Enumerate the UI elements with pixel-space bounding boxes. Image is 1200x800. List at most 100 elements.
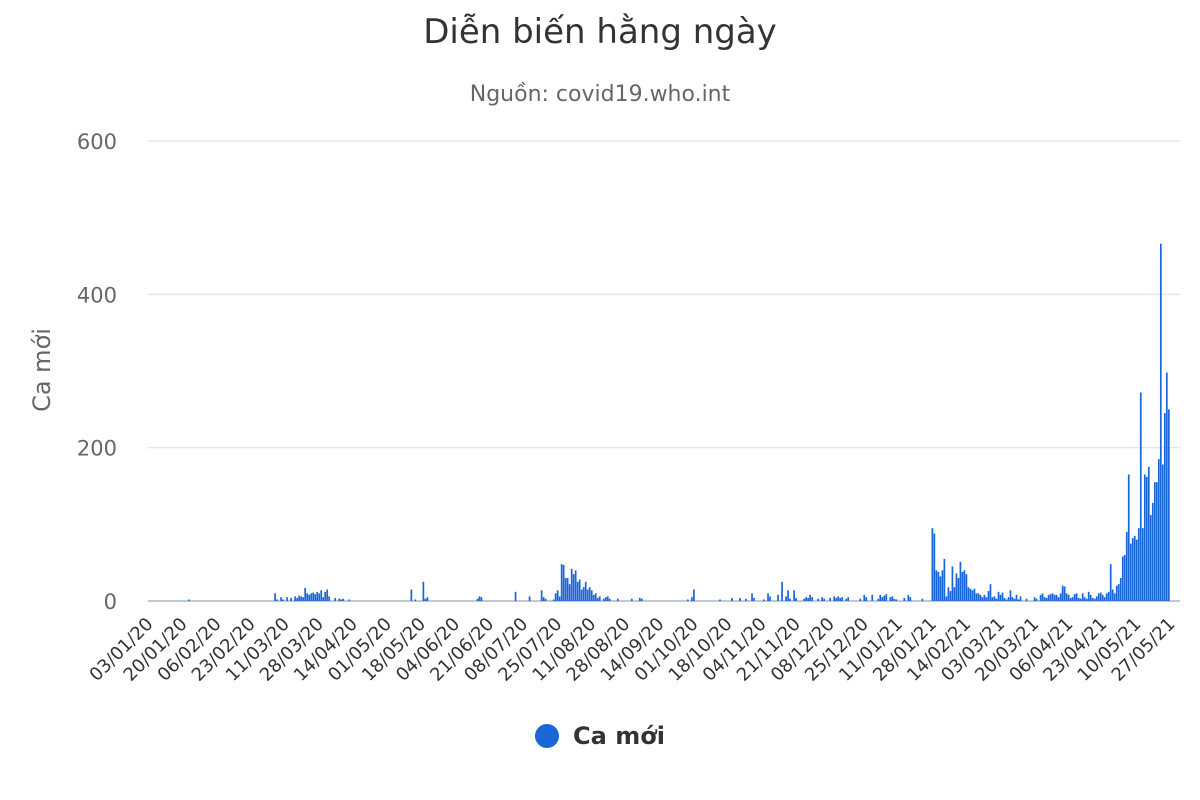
bar[interactable] (542, 597, 545, 601)
bar[interactable] (276, 599, 278, 601)
bar[interactable] (596, 597, 599, 601)
bar[interactable] (777, 594, 779, 601)
bar[interactable] (969, 588, 972, 601)
bar[interactable] (1019, 596, 1022, 601)
bar[interactable] (999, 594, 1002, 601)
bar[interactable] (949, 591, 952, 601)
bar[interactable] (805, 597, 807, 601)
bar[interactable] (1051, 593, 1054, 601)
bar[interactable] (308, 594, 311, 601)
bar[interactable] (1079, 598, 1082, 601)
bar[interactable] (1081, 593, 1084, 601)
bar[interactable] (1091, 597, 1094, 601)
bar[interactable] (1001, 592, 1004, 601)
bar[interactable] (574, 570, 577, 601)
bar[interactable] (991, 597, 994, 601)
bar[interactable] (306, 593, 309, 601)
bar[interactable] (931, 528, 934, 601)
bar[interactable] (1039, 594, 1042, 601)
bar[interactable] (979, 594, 982, 601)
bar[interactable] (598, 596, 601, 601)
bar[interactable] (1053, 594, 1056, 601)
bar[interactable] (975, 593, 978, 601)
bar[interactable] (1097, 593, 1100, 601)
bar[interactable] (803, 598, 805, 601)
bar[interactable] (1153, 482, 1156, 601)
bar[interactable] (1049, 594, 1052, 601)
bar[interactable] (909, 597, 912, 601)
bar[interactable] (560, 564, 563, 601)
bar[interactable] (1007, 597, 1010, 601)
bar[interactable] (342, 598, 345, 601)
bar[interactable] (977, 593, 980, 601)
bar[interactable] (1061, 585, 1064, 601)
bar[interactable] (300, 596, 302, 601)
bar[interactable] (1065, 593, 1068, 601)
bar[interactable] (1089, 594, 1092, 601)
bar[interactable] (286, 597, 288, 601)
bar[interactable] (763, 599, 765, 601)
bar[interactable] (995, 598, 998, 601)
bar[interactable] (983, 594, 986, 601)
bar[interactable] (320, 590, 323, 601)
bar[interactable] (1135, 539, 1138, 601)
bar[interactable] (410, 589, 413, 602)
bar[interactable] (1077, 597, 1080, 601)
bar[interactable] (1109, 564, 1112, 601)
bar[interactable] (847, 597, 850, 601)
bar[interactable] (594, 593, 597, 601)
bar[interactable] (1063, 586, 1066, 601)
bar[interactable] (793, 590, 795, 601)
bar[interactable] (334, 597, 337, 601)
bar[interactable] (1099, 592, 1102, 601)
bar[interactable] (1043, 597, 1046, 601)
bar[interactable] (767, 593, 769, 601)
bar[interactable] (570, 568, 573, 601)
bar[interactable] (941, 570, 944, 601)
bar[interactable] (426, 597, 429, 601)
bar[interactable] (963, 570, 966, 601)
bar[interactable] (959, 561, 962, 601)
bar[interactable] (1047, 594, 1050, 601)
bar[interactable] (578, 579, 581, 601)
bar[interactable] (781, 581, 783, 601)
bar[interactable] (616, 598, 619, 601)
bar[interactable] (903, 597, 906, 601)
bar[interactable] (961, 571, 964, 601)
bar[interactable] (1159, 243, 1162, 602)
bar[interactable] (833, 596, 836, 601)
bar[interactable] (478, 596, 481, 601)
bar[interactable] (1119, 578, 1122, 601)
bar[interactable] (1017, 599, 1020, 601)
bar[interactable] (841, 597, 844, 601)
bar[interactable] (739, 597, 741, 601)
bar[interactable] (1093, 598, 1096, 601)
bar[interactable] (1139, 392, 1142, 601)
bar[interactable] (590, 590, 593, 601)
bar[interactable] (592, 594, 595, 601)
bar[interactable] (937, 571, 940, 601)
bar[interactable] (817, 598, 819, 601)
bar[interactable] (807, 597, 809, 601)
bar[interactable] (1055, 594, 1058, 601)
bar[interactable] (1083, 597, 1086, 601)
bar[interactable] (1147, 466, 1150, 601)
bar[interactable] (302, 597, 304, 601)
bar[interactable] (1071, 597, 1074, 601)
bar[interactable] (769, 596, 771, 601)
bar[interactable] (1149, 515, 1152, 601)
bar[interactable] (274, 593, 276, 601)
bar[interactable] (188, 599, 190, 601)
bar[interactable] (753, 597, 755, 601)
bar[interactable] (891, 596, 894, 601)
bar[interactable] (558, 596, 561, 601)
bar[interactable] (586, 589, 589, 602)
bar[interactable] (608, 598, 611, 601)
bar[interactable] (476, 598, 479, 601)
bar[interactable] (1143, 474, 1146, 602)
bar[interactable] (480, 597, 483, 601)
bar[interactable] (424, 598, 427, 601)
bar[interactable] (1045, 597, 1048, 601)
bar[interactable] (719, 599, 721, 601)
bar[interactable] (280, 597, 282, 601)
